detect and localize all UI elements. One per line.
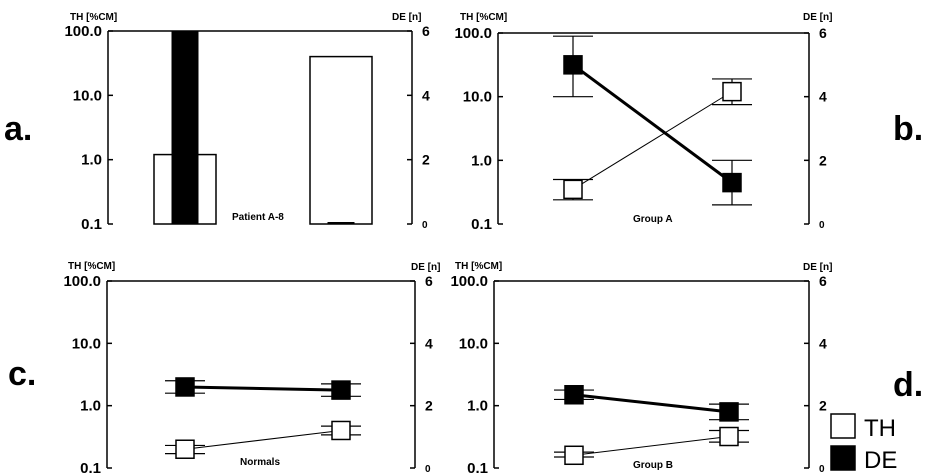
right-tick-label: 2 [422,152,430,168]
left-tick-label: 100.0 [63,273,101,290]
legend-label-th: TH [864,415,896,442]
right-axis-label-d: DE [n] [803,262,832,273]
right-axis-label-c: DE [n] [411,262,440,273]
panel-tag-a: a. [4,110,32,148]
right-tick-label: 4 [819,89,827,105]
series-line-th [573,436,730,456]
left-tick-label: 0.1 [80,460,101,476]
plot-area-c: 100.0 10.0 1.0 0.1 6 4 2 0 [63,273,433,476]
point-de [564,385,584,405]
right-tick-label: 4 [425,335,433,351]
right-tick-label: 4 [819,335,827,351]
point-de [175,377,195,397]
series-line-th [184,429,342,450]
right-tick-label: 2 [819,152,827,168]
left-axis-label-a: TH [%CM] [70,12,117,23]
bar-de [327,222,355,225]
point-de [722,172,742,193]
left-tick-label: 1.0 [81,152,102,169]
panel-b: b. TH [%CM] DE [n] Group A 100.0 10.0 1.0 0… [454,12,923,233]
point-th [719,426,739,447]
right-tick-label: 0 [422,220,428,231]
left-tick-label: 1.0 [80,398,101,415]
right-axis-label-a: DE [n] [392,12,421,23]
plot-area-d: 100.0 10.0 1.0 0.1 6 4 2 0 [450,273,827,476]
right-tick-label: 2 [819,398,827,414]
right-tick-label: 0 [819,464,825,475]
left-tick-label: 10.0 [73,87,102,104]
left-axis-label-d: TH [%CM] [455,261,502,272]
point-th [175,439,195,459]
bar-de [171,30,199,225]
panel-tag-d: d. [893,366,923,404]
point-de [563,55,583,75]
left-tick-label: 10.0 [463,89,492,106]
right-axis-label-b: DE [n] [803,12,832,23]
left-tick-label: 1.0 [471,152,492,169]
left-tick-label: 10.0 [72,335,101,352]
legend-swatch-th [830,413,856,439]
panel-d: d. TH [%CM] DE [n] Group B 100.0 10.0 1.0 0… [450,261,923,476]
series-line-de [184,385,342,392]
right-tick-label: 6 [819,25,827,41]
right-tick-label: 6 [819,273,827,289]
point-th [722,81,742,102]
right-tick-label: 6 [425,273,433,289]
left-tick-label: 10.0 [459,335,488,352]
right-tick-label: 0 [425,464,431,475]
left-axis-label-c: TH [%CM] [68,261,115,272]
left-tick-label: 100.0 [454,25,492,42]
left-tick-label: 0.1 [467,460,488,476]
right-tick-label: 4 [422,87,430,103]
point-th [564,445,584,466]
plot-area-b: 100.0 10.0 1.0 0.1 6 4 2 0 [454,25,827,233]
panel-tag-c: c. [8,355,36,393]
plot-area-a: 100.0 10.0 1.0 0.1 6 4 2 0 [64,23,430,233]
point-de [331,380,351,400]
right-tick-label: 6 [422,23,430,39]
series-line-th [572,91,733,190]
left-tick-label: 100.0 [64,23,102,40]
right-tick-label: 2 [425,398,433,414]
point-th [331,420,351,441]
caption-a: Patient A-8 [232,212,284,223]
caption-c: Normals [240,457,280,468]
left-axis-label-b: TH [%CM] [460,12,507,23]
series-line-de [572,63,733,184]
panel-c: c. TH [%CM] DE [n] Normals 100.0 10.0 1.0 0… [8,261,440,476]
caption-d: Group B [633,460,673,471]
left-tick-label: 1.0 [467,398,488,415]
caption-b: Group A [633,214,673,225]
series-line-de [573,393,730,414]
left-tick-label: 0.1 [471,216,492,233]
legend-swatch-de [830,445,856,471]
legend: TH DE [830,413,897,474]
legend-label-de: DE [864,447,897,474]
bar-th [309,55,373,225]
point-th [563,179,583,200]
point-de [719,402,739,422]
right-tick-label: 0 [819,220,825,231]
panel-a: a. TH [%CM] DE [n] Patient A-8 100.0 10.0… [4,12,430,233]
left-tick-label: 100.0 [450,273,488,290]
left-tick-label: 0.1 [81,216,102,233]
panel-tag-b: b. [893,110,923,148]
